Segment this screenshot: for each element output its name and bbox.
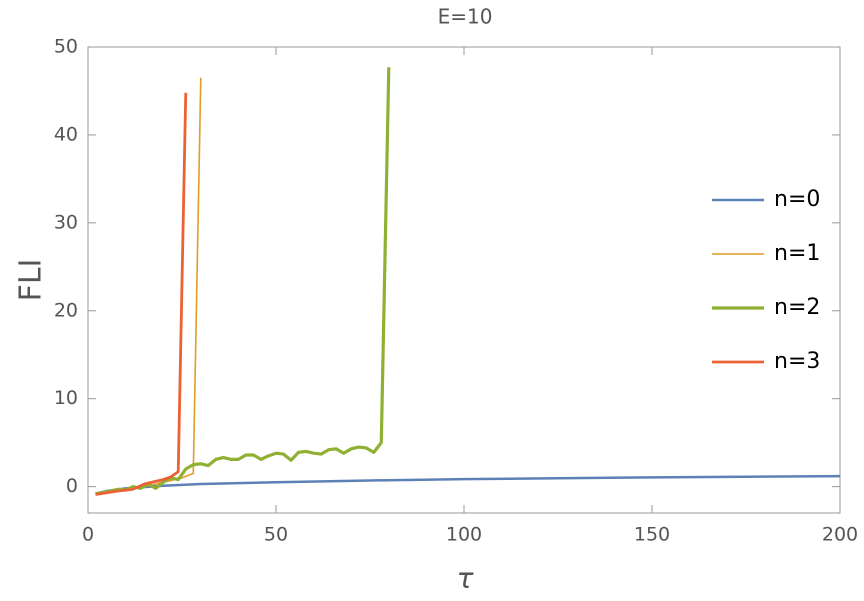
y-tick-label: 20 — [54, 299, 78, 321]
y-tick-label: 50 — [54, 36, 78, 58]
x-axis-label: τ — [457, 562, 474, 595]
chart-title: E=10 — [438, 5, 493, 29]
x-tick-label: 0 — [82, 524, 94, 546]
x-tick-label: 150 — [634, 524, 670, 546]
y-axis-label: FLI — [14, 259, 49, 302]
x-tick-label: 100 — [446, 524, 482, 546]
legend-label: n=1 — [774, 241, 820, 266]
x-tick-label: 200 — [822, 524, 858, 546]
data-line — [95, 67, 391, 496]
legend-label: n=0 — [774, 187, 820, 212]
y-tick-label: 10 — [54, 387, 78, 409]
y-tick-label: 0 — [66, 475, 78, 497]
data-line — [95, 474, 841, 495]
legend-label: n=2 — [774, 295, 820, 320]
data-line — [95, 92, 188, 496]
x-tick-label: 50 — [264, 524, 288, 546]
y-tick-label: 40 — [54, 123, 78, 145]
legend-label: n=3 — [774, 349, 820, 374]
y-tick-label: 30 — [54, 211, 78, 233]
